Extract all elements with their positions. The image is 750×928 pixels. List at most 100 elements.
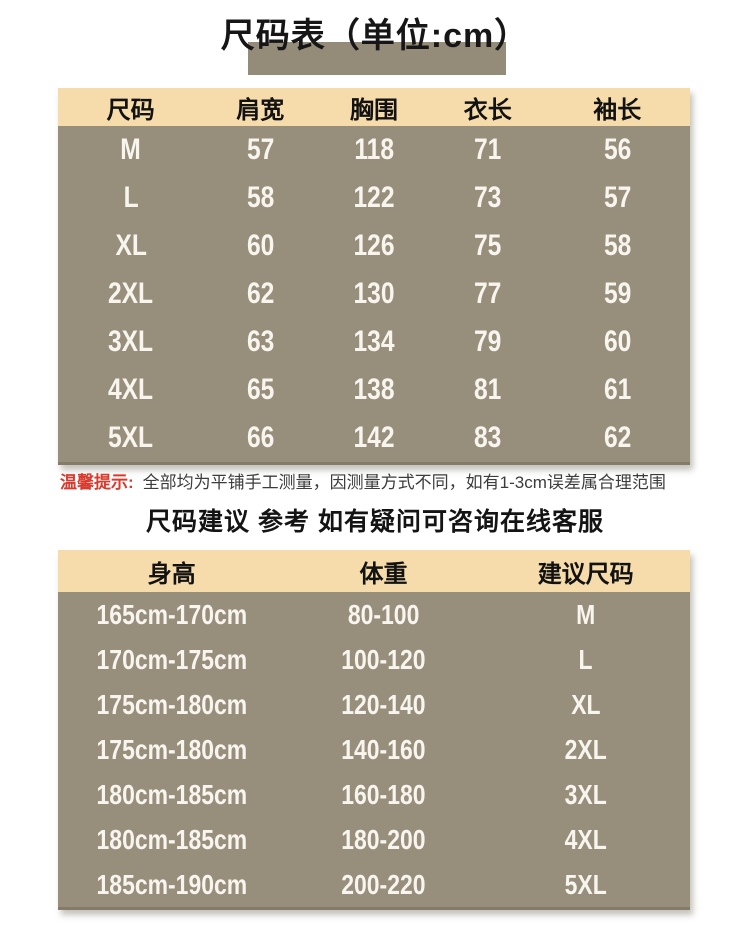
size_table-cell: 81 xyxy=(431,373,545,407)
size_table-cell: 2XL xyxy=(58,277,203,311)
table-row: 185cm-190cm 200-220 5XL xyxy=(58,862,690,907)
cell-value: 80-100 xyxy=(347,598,420,630)
size_table-cell: 4XL xyxy=(58,373,203,407)
cell-value: 62 xyxy=(246,277,274,310)
suggestion_table-cell: M xyxy=(481,599,690,631)
suggestion_table-cell: 160-180 xyxy=(286,779,482,811)
suggestion_table-col-header: 建议尺码 xyxy=(537,560,634,588)
size_table-cell: 57 xyxy=(545,181,690,215)
size_table-cell: 134 xyxy=(317,325,431,359)
size_table-cell: 58 xyxy=(545,229,690,263)
tip-text: 全部均为平铺手工测量，因测量方式不同，如有1-3cm误差属合理范围 xyxy=(142,473,666,492)
table-row: 175cm-180cm 120-140 XL xyxy=(58,682,690,727)
size_table-cell: 60 xyxy=(203,229,317,263)
measurement-tip: 温馨提示: 全部均为平铺手工测量，因测量方式不同，如有1-3cm误差属合理范围 xyxy=(60,471,700,495)
size_table-cell: 58 xyxy=(203,181,317,215)
table-row: 165cm-170cm 80-100 M xyxy=(58,592,690,637)
size_table-cell: 59 xyxy=(545,277,690,311)
size_table-cell: 83 xyxy=(431,421,545,455)
size_table-cell: 73 xyxy=(431,181,545,215)
cell-value: 60 xyxy=(603,325,631,358)
suggestion_table-cell: 180cm-185cm xyxy=(58,824,286,856)
cell-value: 180cm-185cm xyxy=(96,778,248,810)
size_table-cell: 62 xyxy=(545,421,690,455)
table-row: L 58 122 73 57 xyxy=(58,174,690,222)
size_table-cell: 56 xyxy=(545,133,690,167)
cell-value: 75 xyxy=(474,229,502,262)
cell-value: XL xyxy=(114,229,147,262)
cell-value: 59 xyxy=(603,277,631,310)
cell-value: 3XL xyxy=(564,778,607,810)
suggestion_table-cell: 100-120 xyxy=(286,644,482,676)
size_table-cell: 5XL xyxy=(58,421,203,455)
cell-value: 140-160 xyxy=(341,733,426,765)
table-row: 180cm-185cm 180-200 4XL xyxy=(58,817,690,862)
size_table-col-header: 尺码 xyxy=(106,96,155,124)
table-row: 4XL 65 138 81 61 xyxy=(58,366,690,414)
cell-value: 100-120 xyxy=(341,643,426,675)
cell-value: 61 xyxy=(603,373,631,406)
title-background-block xyxy=(248,42,506,75)
table-row: 5XL 66 142 83 62 xyxy=(58,414,690,462)
cell-value: 5XL xyxy=(108,421,154,454)
size_table-cell: 118 xyxy=(317,133,431,167)
suggestion-heading: 尺码建议 参考 如有疑问可咨询在线客服 xyxy=(146,508,604,536)
suggestion_table-cell: XL xyxy=(481,689,690,721)
table-row: 180cm-185cm 160-180 3XL xyxy=(58,772,690,817)
cell-value: M xyxy=(576,598,596,630)
cell-value: 5XL xyxy=(564,868,607,900)
size_table-cell: 138 xyxy=(317,373,431,407)
cell-value: 58 xyxy=(603,229,631,262)
size_table-cell: 126 xyxy=(317,229,431,263)
cell-value: 2XL xyxy=(564,733,607,765)
cell-value: 170cm-175cm xyxy=(96,643,248,675)
size_table-col-header: 衣长 xyxy=(463,96,512,124)
size_table-cell: 65 xyxy=(203,373,317,407)
size_table-cell: M xyxy=(58,133,203,167)
suggestion_table-cell: 165cm-170cm xyxy=(58,599,286,631)
size_table-cell: XL xyxy=(58,229,203,263)
suggestion_table-cell: 5XL xyxy=(481,869,690,901)
table-row: 175cm-180cm 140-160 2XL xyxy=(58,727,690,772)
cell-value: 175cm-180cm xyxy=(96,733,248,765)
suggestion-table-body: 165cm-170cm 80-100 M 170cm-175cm 100-120 L 175… xyxy=(58,592,690,907)
size_table-cell: 71 xyxy=(431,133,545,167)
cell-value: 77 xyxy=(474,277,502,310)
suggestion_table-cell: 140-160 xyxy=(286,734,482,766)
size_table-cell: 63 xyxy=(203,325,317,359)
suggestion_table-cell: 180-200 xyxy=(286,824,482,856)
cell-value: 126 xyxy=(353,229,395,262)
size-table: 尺码 肩宽 胸围 衣长 袖长 M 57 118 71 56 L 58 122 73 57 XL 60 126 75… xyxy=(58,88,690,465)
size_table-cell: 60 xyxy=(545,325,690,359)
cell-value: 60 xyxy=(246,229,274,262)
cell-value: 142 xyxy=(353,421,395,454)
table-row: 2XL 62 130 77 59 xyxy=(58,270,690,318)
size_table-cell: 61 xyxy=(545,373,690,407)
size_table-cell: 62 xyxy=(203,277,317,311)
cell-value: 165cm-170cm xyxy=(96,598,248,630)
cell-value: 120-140 xyxy=(341,688,426,720)
cell-value: 71 xyxy=(474,133,502,166)
size_table-cell: 130 xyxy=(317,277,431,311)
cell-value: 4XL xyxy=(564,823,607,855)
cell-value: L xyxy=(578,643,593,675)
suggestion_table-cell: 80-100 xyxy=(286,599,482,631)
cell-value: 57 xyxy=(246,133,274,166)
size_table-col-header: 肩宽 xyxy=(236,96,285,124)
size_table-cell: 57 xyxy=(203,133,317,167)
cell-value: 200-220 xyxy=(341,868,426,900)
cell-value: 175cm-180cm xyxy=(96,688,248,720)
suggestion_table-col-header: 体重 xyxy=(359,560,408,588)
size_table-cell: 75 xyxy=(431,229,545,263)
cell-value: 65 xyxy=(246,373,274,406)
cell-value: M xyxy=(120,133,141,166)
cell-value: 130 xyxy=(353,277,395,310)
cell-value: 79 xyxy=(474,325,502,358)
cell-value: XL xyxy=(571,688,601,720)
size_table-col-header: 袖长 xyxy=(593,96,642,124)
cell-value: 56 xyxy=(603,133,631,166)
cell-value: 138 xyxy=(353,373,395,406)
suggestion_table-cell: 175cm-180cm xyxy=(58,734,286,766)
suggestion_table-cell: L xyxy=(481,644,690,676)
